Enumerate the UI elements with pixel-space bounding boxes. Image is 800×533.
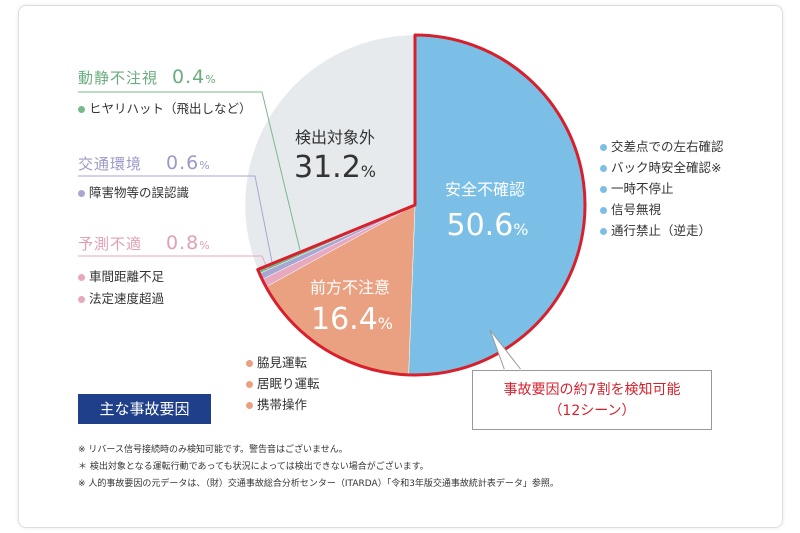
item-yosoku-0: 車間距離不足 bbox=[78, 266, 164, 287]
leader-line-1 bbox=[78, 175, 273, 263]
footnotes: ※ リバース信号接続時のみ検知可能です。警告音はございません。＊ 検出対象となる… bbox=[78, 445, 559, 489]
label-zenpou: 前方不注意 bbox=[309, 278, 390, 297]
anzen-items: 交差点での左右確認 バック時安全確認※ 一時不停止 信号無視 通行禁止（逆走） bbox=[600, 136, 724, 241]
chart-card bbox=[18, 5, 783, 528]
label-kenshutsugai: 検出対象外 bbox=[294, 128, 375, 147]
pie-slice-0 bbox=[408, 34, 586, 376]
label-anzen: 安全不確認 bbox=[444, 180, 525, 199]
legend-title: 主な事故要因 bbox=[78, 394, 211, 424]
zenpou-items: 脇見運転 居眠り運転 携帯操作 bbox=[246, 352, 320, 415]
leader-line-0 bbox=[78, 91, 301, 251]
pie-slice-5 bbox=[244, 34, 416, 270]
pct-dousei: 0.4% bbox=[172, 66, 217, 88]
callout-box: 事故要因の約7割を検知可能 （12シーン） bbox=[472, 370, 712, 430]
pct-kenshutsugai: 31.2% bbox=[294, 150, 376, 185]
label-dousei: 動静不注視 0.4% bbox=[78, 66, 217, 88]
pct-anzen: 50.6% bbox=[446, 208, 529, 243]
item-yosoku-1: 法定速度超過 bbox=[78, 288, 164, 309]
pct-zenpou: 16.4% bbox=[311, 302, 393, 337]
item-dousei-0: ヒヤリハット（飛出しなど） bbox=[78, 98, 252, 119]
detectable-outline bbox=[256, 33, 587, 377]
label-koutsu: 交通環境 0.6% bbox=[78, 152, 211, 174]
label-yosoku: 予測不適 0.8% bbox=[78, 232, 211, 254]
item-koutsu-0: 障害物等の誤認識 bbox=[78, 182, 189, 203]
